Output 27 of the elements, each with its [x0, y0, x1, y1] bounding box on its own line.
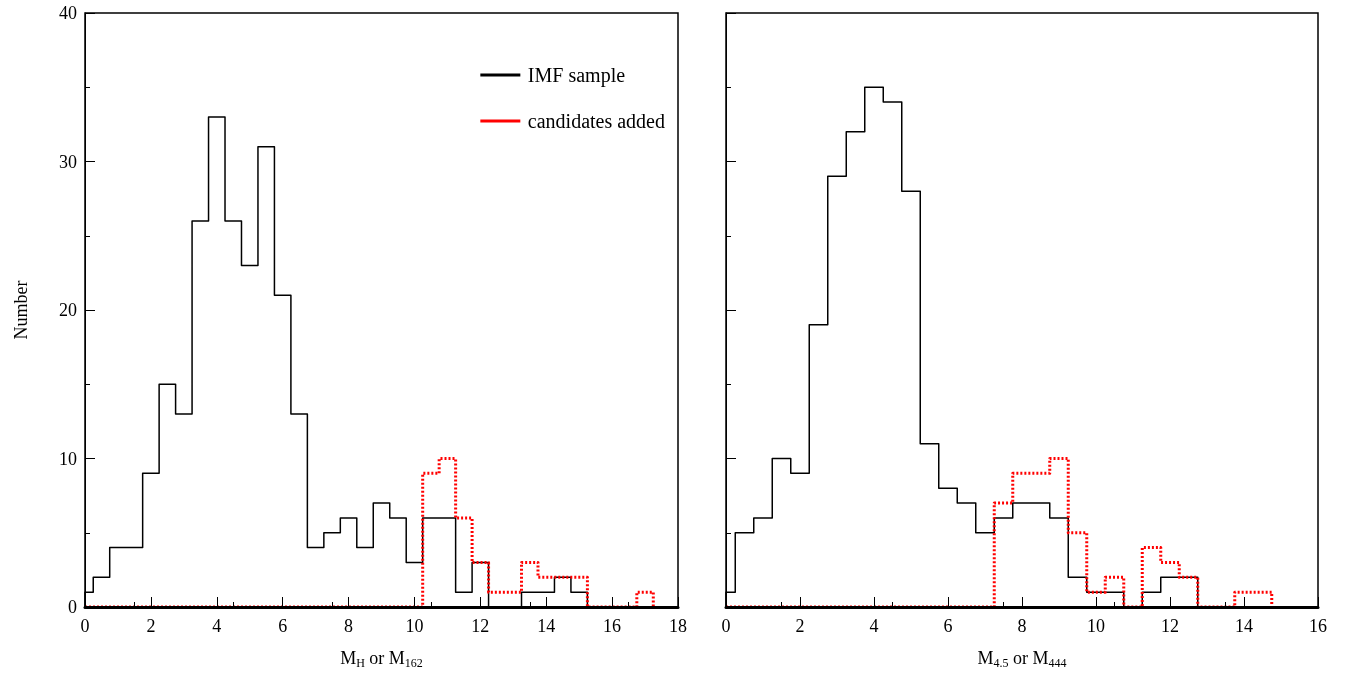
- x-tick-label: 2: [146, 616, 156, 636]
- x-tick-label: 10: [405, 616, 424, 636]
- x-tick-label: 12: [471, 616, 490, 636]
- y-axis-title: Number: [11, 280, 31, 340]
- x-tick-label: 8: [344, 616, 354, 636]
- x-tick-label: 0: [721, 616, 731, 636]
- x-tick-label: 4: [212, 616, 222, 636]
- y-tick-label: 40: [59, 3, 77, 23]
- x-tick-label: 6: [943, 616, 953, 636]
- x-tick-label: 16: [603, 616, 622, 636]
- legend-label: IMF sample: [527, 64, 626, 87]
- x-tick-label: 4: [869, 616, 879, 636]
- y-tick-label: 20: [59, 300, 77, 320]
- x-tick-label: 18: [669, 616, 687, 636]
- x-tick-label: 14: [537, 616, 556, 636]
- y-tick-label: 10: [59, 448, 77, 469]
- x-tick-label: 16: [1309, 616, 1327, 636]
- x-tick-label: 2: [795, 616, 805, 636]
- x-tick-label: 12: [1161, 616, 1179, 636]
- x-tick-label: 0: [80, 616, 90, 636]
- x-tick-label: 8: [1017, 616, 1027, 636]
- x-tick-label: 10: [1087, 616, 1105, 636]
- legend-label: candidates added: [527, 110, 666, 132]
- y-tick-label: 0: [68, 597, 77, 617]
- x-tick-label: 14: [1235, 616, 1253, 636]
- x-tick-label: 6: [278, 616, 288, 636]
- y-tick-label: 30: [59, 151, 77, 172]
